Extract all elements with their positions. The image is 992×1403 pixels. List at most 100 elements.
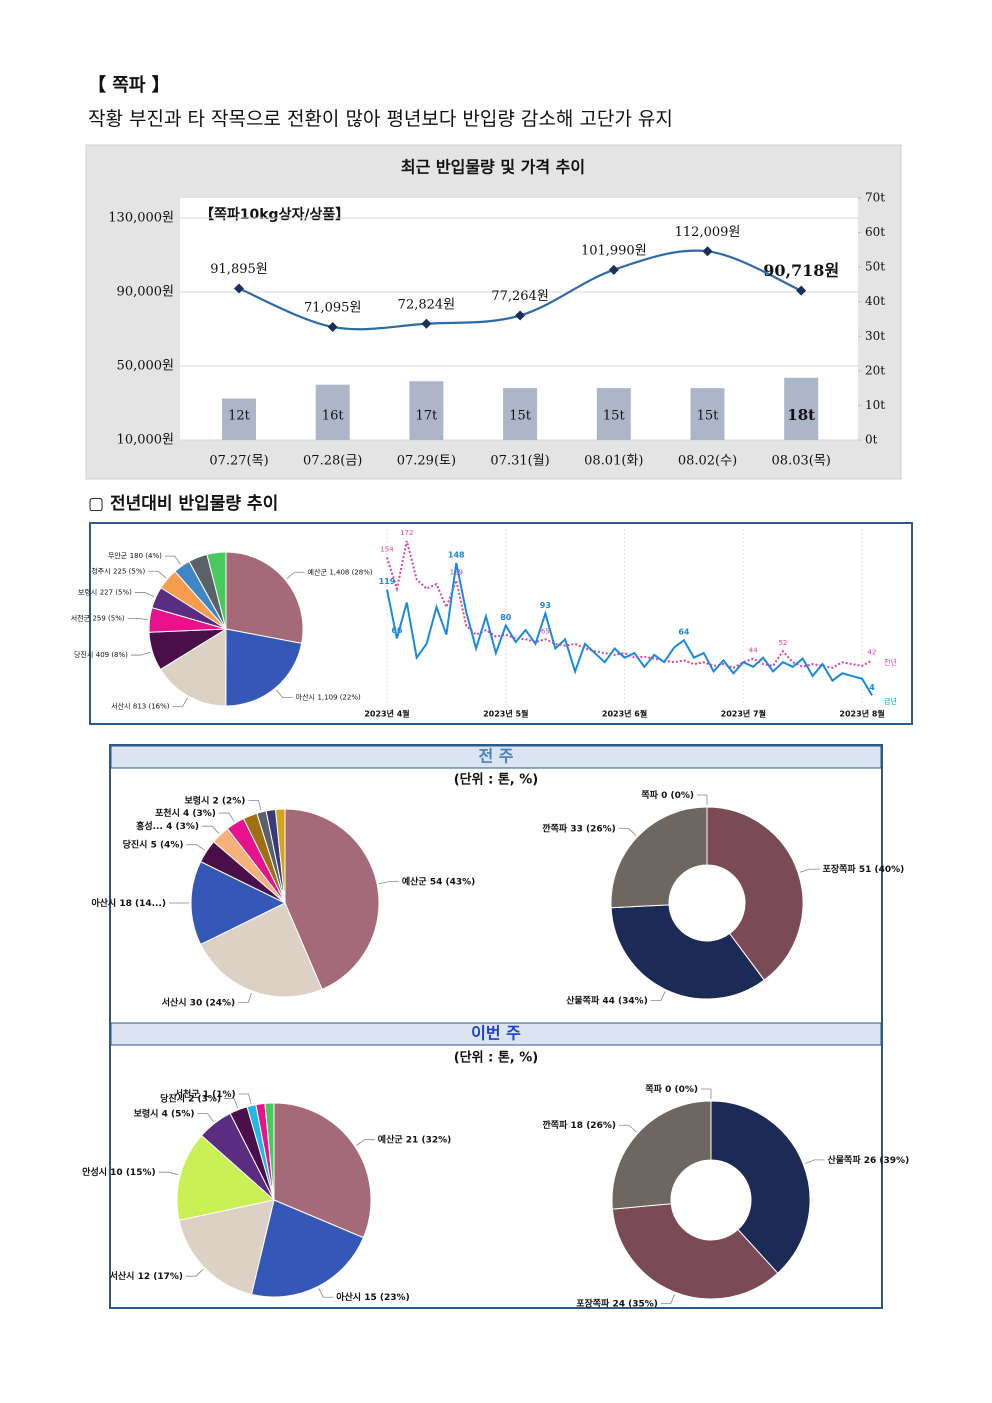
bar-label: 17t xyxy=(416,409,439,424)
slice-label: 쪽파 0 (0%) xyxy=(645,1083,698,1095)
slice-label: 서천군 259 (5%) xyxy=(71,613,125,622)
slice-category: 쪽파 xyxy=(641,789,658,801)
y-tick-label: 50,000원 xyxy=(117,359,174,374)
y2-tick-label: 0t xyxy=(865,433,878,447)
slice xyxy=(199,902,323,998)
slice-value: 24 (35%) xyxy=(612,1299,657,1309)
slice-category: 서산시 xyxy=(110,1270,135,1282)
doc-subtitle: 작황 부진과 타 작목으로 전환이 많아 평년보다 반입량 감소해 고단가 유지 xyxy=(88,108,673,130)
data-label: 65 xyxy=(541,627,550,635)
bar-label: 18t xyxy=(787,406,815,424)
slice-category: 포장쪽파 xyxy=(823,863,857,875)
data-label: 129 xyxy=(450,568,463,576)
panel-header xyxy=(110,745,882,769)
y-tick-label: 130,000원 xyxy=(108,211,174,226)
slice-category: 깐쪽파 xyxy=(542,822,568,834)
data-label: 66 xyxy=(391,626,403,635)
leader-line xyxy=(127,617,148,620)
leader-line xyxy=(650,991,666,1002)
slice xyxy=(273,1102,372,1239)
slice-category: 산물쪽파 xyxy=(828,1153,862,1165)
slice-label: 안성시 10 (15%) xyxy=(82,1166,155,1178)
slice-category: 홍성... xyxy=(136,820,163,832)
point-marker xyxy=(702,246,713,257)
slice-category: 서천군 xyxy=(71,613,91,622)
slice-value: 1,408 (28%) xyxy=(329,568,373,576)
leader-line xyxy=(275,689,293,699)
bar xyxy=(409,381,444,440)
data-label: 52 xyxy=(778,639,787,647)
slice-value: 10 (15%) xyxy=(110,1168,155,1178)
section-title: ▢ 전년대비 반입물량 추이 xyxy=(88,494,278,514)
slice-category: 산물쪽파 xyxy=(566,994,600,1006)
point-marker xyxy=(234,283,244,294)
slice-label: 청주시 225 (5%) xyxy=(91,567,145,575)
bar xyxy=(784,377,819,440)
leader-line xyxy=(158,1171,179,1176)
point-marker xyxy=(327,321,338,332)
slice-label: 서산시 813 (16%) xyxy=(111,702,170,711)
point-marker xyxy=(608,264,619,275)
y2-tick-label: 70t xyxy=(865,191,885,205)
x-tick-label: 2023년 4월 xyxy=(364,709,409,719)
bar xyxy=(690,388,725,440)
slice-category: 아산시 xyxy=(296,693,315,702)
slice xyxy=(611,1203,779,1300)
slice-value: 12 (17%) xyxy=(138,1272,183,1282)
x-tick-label: 08.01(화) xyxy=(584,454,643,469)
y2-tick-label: 20t xyxy=(865,363,885,377)
slice-category: 예산군 xyxy=(308,567,328,576)
slice-value: 409 (8%) xyxy=(96,651,128,659)
unit-label: (단위 : 톤, %) xyxy=(454,772,539,788)
slice-label: 서산시 30 (24%) xyxy=(162,996,235,1008)
data-label: 42 xyxy=(868,648,877,656)
bar-label: 12t xyxy=(228,409,251,424)
slice-label: 홍성... 4 (3%) xyxy=(136,820,199,832)
panel-title: 전 주 xyxy=(478,747,513,766)
bar-label: 15t xyxy=(697,409,720,424)
slice xyxy=(610,806,708,909)
leader-line xyxy=(134,592,155,597)
slice-value: 259 (5%) xyxy=(92,614,124,622)
slice xyxy=(710,1100,811,1274)
slice-category: 포천시 xyxy=(155,808,180,819)
data-label: 71,095원 xyxy=(304,300,361,315)
leader-line xyxy=(164,555,181,565)
y2-tick-label: 10t xyxy=(865,398,885,412)
slice-label: 아산시 15 (23%) xyxy=(336,1291,409,1303)
slice-value: 1 (1%) xyxy=(203,1089,236,1099)
slice-category: 아산시 xyxy=(336,1291,361,1303)
slice-value: 0 (0%) xyxy=(661,791,694,801)
x-tick-label: 08.02(수) xyxy=(678,454,737,469)
slice-label: 예산군 1,408 (28%) xyxy=(308,567,373,576)
slice-label: 보령시 2 (2%) xyxy=(185,794,246,806)
slice xyxy=(706,806,804,981)
slice xyxy=(284,808,380,991)
slice-value: 18 (14...) xyxy=(119,899,166,909)
x-tick-label: 2023년 5월 xyxy=(483,709,528,719)
bar xyxy=(222,398,256,440)
data-label: 101,990원 xyxy=(581,243,647,258)
leader-line xyxy=(799,868,820,873)
annotation: 【쪽파10kg상자/상품】 xyxy=(200,207,349,223)
leader-line xyxy=(701,1088,712,1099)
data-label: 91,895원 xyxy=(210,262,267,277)
leader-line xyxy=(186,844,206,851)
slice-label: 예산군 54 (43%) xyxy=(402,875,475,887)
slice-category: 당진시 xyxy=(74,650,93,659)
slice-value: 26 (39%) xyxy=(864,1155,909,1165)
y2-tick-label: 50t xyxy=(865,260,885,274)
slice-label: 당진시 5 (4%) xyxy=(123,838,184,850)
unit-label: (단위 : 톤, %) xyxy=(454,1050,539,1066)
leader-line xyxy=(286,571,305,579)
slice-category: 포장쪽파 xyxy=(576,1297,610,1309)
leader-line xyxy=(618,1124,637,1133)
slice-label: 깐쪽파 33 (26%) xyxy=(542,822,615,834)
data-label: 64 xyxy=(678,628,690,637)
slice-category: 예산군 xyxy=(378,1133,404,1145)
slice-value: 18 (26%) xyxy=(571,1121,616,1131)
leader-line xyxy=(201,825,220,834)
slice xyxy=(178,1199,275,1295)
legend-label: 전년 xyxy=(884,657,897,666)
